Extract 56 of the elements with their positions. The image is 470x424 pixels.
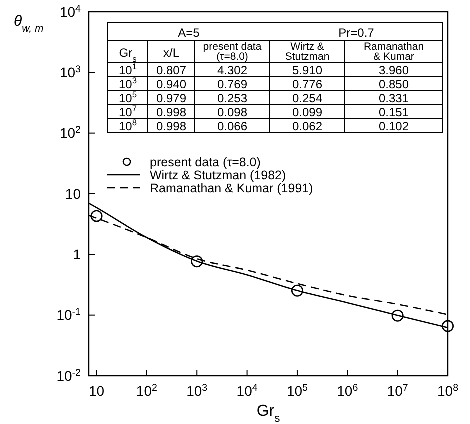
- annotation: Ramanathan & Kumar: [364, 41, 424, 63]
- annotation: 0.998: [156, 120, 187, 134]
- annotation: 3.960: [378, 64, 410, 78]
- annotation: 0.979: [156, 92, 187, 106]
- point: [291, 284, 304, 297]
- annotation: Pr=0.7: [338, 26, 375, 40]
- y-tick-label: 10$^{-2}$: [56, 367, 81, 384]
- annotation: 10$^{1}$: [118, 62, 138, 78]
- x-tick-label: 10$^{2}$: [136, 382, 158, 399]
- annotation: present data (τ=8.0): [203, 41, 262, 63]
- annotation: 0.066: [217, 120, 248, 134]
- annotation: 0.769: [217, 78, 248, 92]
- annotation: 10$^{7}$: [118, 104, 138, 120]
- y-tick-label: 1: [73, 246, 82, 263]
- annotation: 0.062: [292, 120, 323, 134]
- annotation: 0.331: [378, 92, 410, 106]
- annotation: 0.940: [156, 78, 187, 92]
- annotation: 0.850: [378, 78, 410, 92]
- annotation: A=5: [178, 26, 200, 40]
- point: [90, 210, 103, 222]
- annotation: 0.254: [292, 92, 323, 106]
- x-tick-label: 10$^{8}$: [437, 382, 460, 399]
- y-tick-label: 10$^{4}$: [60, 3, 82, 20]
- annotation: 0.151: [378, 106, 410, 120]
- point: [191, 256, 204, 268]
- y-tick-label: 10: [65, 186, 82, 202]
- annotation: 0.776: [292, 78, 323, 92]
- y-tick-label: 10$^{2}$: [60, 124, 81, 142]
- x-tick-label: 10: [88, 383, 105, 399]
- y-tick-label: 10$^{-1}$: [56, 306, 81, 324]
- annotation: 10$^{5}$: [118, 90, 138, 106]
- x-tick-label: 10$^{5}$: [286, 382, 309, 399]
- point: [392, 310, 404, 322]
- annotation: 10$^{3}$: [118, 76, 138, 92]
- annotation: 0.253: [217, 92, 248, 106]
- annotation: 4.302: [217, 64, 248, 78]
- x-tick-label: 10$^{4}$: [236, 382, 258, 399]
- legend-label: Ramanathan & Kumar (1991): [150, 182, 314, 196]
- annotation: 5.910: [292, 64, 323, 78]
- annotation: 0.098: [217, 106, 248, 120]
- annotation: 0.102: [378, 120, 410, 134]
- annotation: 0.998: [156, 106, 187, 120]
- annotation: 0.807: [156, 64, 187, 78]
- y-axis-title: θ$_{w, m}$: [14, 13, 44, 35]
- annotation: 10$^{8}$: [118, 118, 138, 134]
- legend-label: Wirtz & Stutzman (1982): [150, 168, 286, 182]
- x-tick-label: 10$^{3}$: [186, 382, 208, 399]
- annotation: x/L: [163, 46, 180, 60]
- annotation: 0.099: [292, 106, 323, 120]
- annotation: Wirtz & Stutzman: [285, 41, 330, 63]
- x-tick-label: 10$^{7}$: [387, 382, 408, 399]
- y-tick-label: 10$^{3}$: [60, 64, 82, 81]
- x-tick-label: 10$^{6}$: [337, 382, 359, 399]
- annotation: Gr$_{s}$: [119, 46, 137, 64]
- legend-label: present data (τ=8.0): [150, 156, 261, 170]
- x-axis-title: Gr$_{s}$: [256, 403, 281, 424]
